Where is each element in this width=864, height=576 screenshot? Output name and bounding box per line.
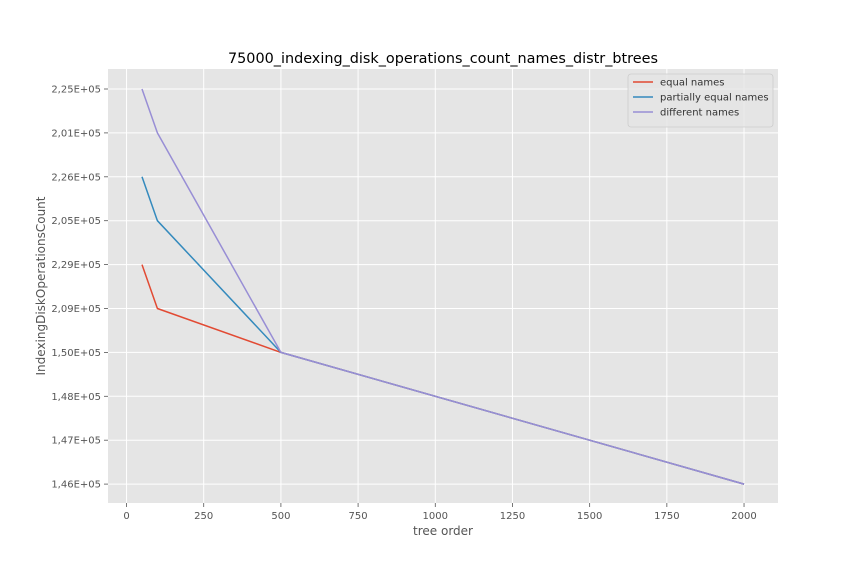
ticks: 0 250 500 750 1000 1250 1500 1750 2000 1,46E+05 1,… [51, 85, 756, 523]
x-tick-label: 1750 [654, 511, 679, 522]
legend-label-0: equal names [660, 78, 725, 89]
legend-box [627, 73, 774, 128]
y-tick-label: 2,26E+05 [51, 172, 101, 183]
legend-label-1: partially equal names [660, 93, 769, 104]
y-tick-label: 2,25E+05 [51, 85, 101, 96]
x-axis-title: tree order [413, 524, 473, 538]
x-tick-label: 500 [271, 511, 290, 522]
y-tick-label: 2,05E+05 [51, 216, 101, 227]
series-lines [141, 88, 745, 485]
x-tick-label: 1250 [500, 511, 525, 522]
y-tick-label: 2,09E+05 [51, 304, 101, 315]
y-tick-label: 1,50E+05 [51, 348, 101, 359]
legend: equal names partially equal names differen… [627, 73, 774, 128]
y-tick-label: 1,46E+05 [51, 480, 101, 491]
x-tick-label: 0 [123, 511, 129, 522]
grid [108, 69, 778, 503]
y-tick-label: 1,48E+05 [51, 392, 101, 403]
x-tick-label: 750 [349, 511, 368, 522]
series-line-2 [141, 88, 745, 485]
x-tick-label: 1000 [423, 511, 448, 522]
y-tick-label: 1,47E+05 [51, 436, 101, 447]
y-tick-label: 2,01E+05 [51, 128, 101, 139]
legend-label-2: different names [660, 108, 739, 119]
x-tick-label: 1500 [577, 511, 602, 522]
y-tick-label: 2,29E+05 [51, 260, 101, 271]
plot-area [108, 69, 778, 503]
x-tick-label: 250 [194, 511, 213, 522]
chart-title: 75000_indexing_disk_operations_count_nam… [228, 51, 658, 67]
x-tick-label: 2000 [731, 511, 756, 522]
y-axis-title: IndexingDiskOperationsCount [34, 196, 48, 375]
